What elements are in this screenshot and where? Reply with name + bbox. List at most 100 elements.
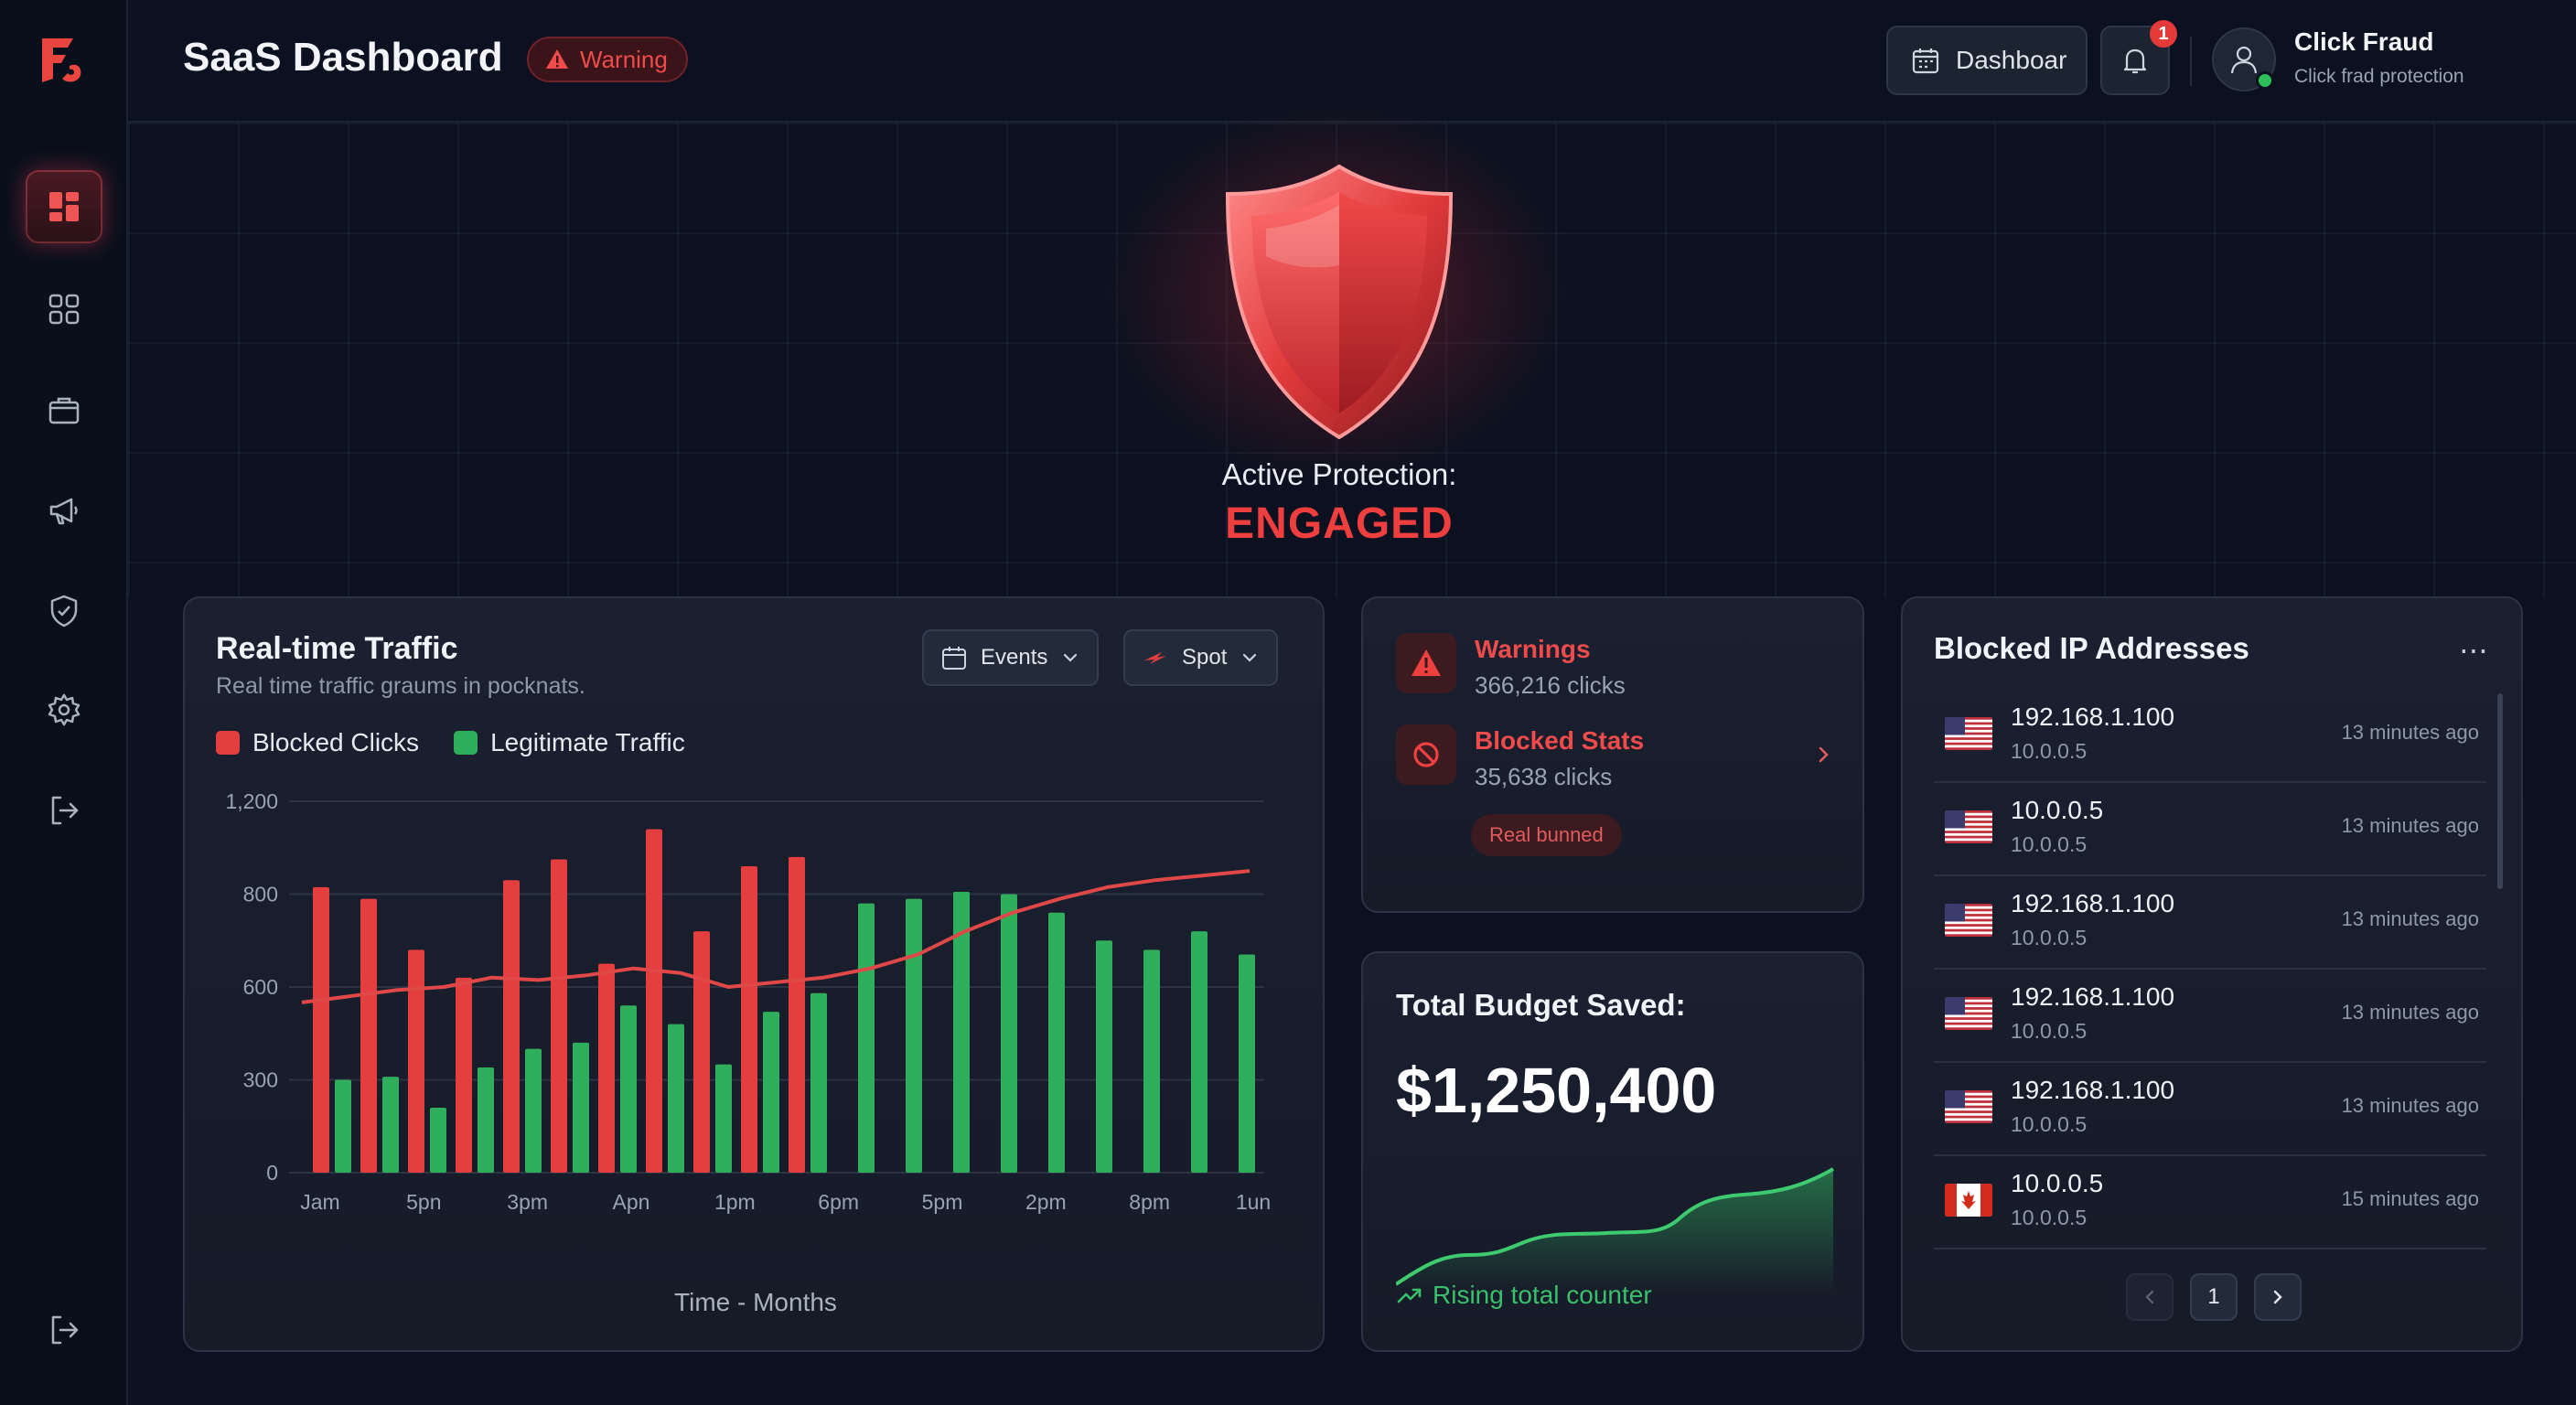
ip-secondary: 10.0.0.5 — [2011, 926, 2088, 949]
more-options-icon[interactable]: ⋯ — [2459, 634, 2490, 667]
sidebar-item-campaigns[interactable] — [26, 373, 102, 446]
ip-secondary: 10.0.0.5 — [2011, 1206, 2088, 1229]
shield-icon — [1225, 164, 1454, 440]
sidebar — [0, 0, 128, 1405]
status-pill: Real bunned — [1471, 814, 1622, 856]
y-tick-label: 600 — [243, 975, 278, 999]
legit-bar — [1048, 912, 1065, 1173]
blocked-stats-row[interactable]: Blocked Stats 35,638 clicks — [1396, 724, 1644, 791]
traffic-bar-chart: 0 300 600 800 1,200 Jam 5pn 3pm Apn 1pm 6pm 5pm 2pm 8… — [225, 789, 1271, 1214]
x-tick-label: 6pm — [818, 1190, 859, 1214]
sidebar-item-marketing[interactable] — [26, 474, 102, 547]
alert-triangle-icon — [1411, 649, 1441, 676]
legit-bar — [335, 1079, 351, 1173]
legit-bar — [1239, 954, 1255, 1173]
y-tick-label: 800 — [243, 883, 278, 906]
user-name: Click Fraud — [2294, 27, 2434, 56]
chevron-right-icon — [2273, 1290, 2282, 1304]
page-title: SaaS Dashboard — [183, 35, 503, 80]
legend-legit-label: Legitimate Traffic — [490, 728, 685, 756]
dashboard-button[interactable]: Dashboar — [1886, 26, 2088, 95]
blocked-bar — [456, 977, 472, 1173]
traffic-title: Real-time Traffic — [216, 631, 458, 666]
x-tick-label: Jam — [300, 1190, 339, 1214]
page-number-button[interactable]: 1 — [2190, 1273, 2238, 1321]
budget-footer: Rising total counter — [1396, 1281, 1652, 1310]
warning-badge[interactable]: Warning — [527, 37, 688, 82]
sidebar-item-apps[interactable] — [26, 273, 102, 346]
ip-timestamp: 13 minutes ago — [2341, 721, 2479, 744]
warnings-value: 366,216 clicks — [1475, 671, 1626, 699]
briefcase-icon — [48, 397, 80, 424]
us-flag-icon — [1945, 997, 1992, 1030]
blocked-bar — [313, 886, 329, 1173]
blocked-bar — [551, 859, 567, 1173]
ip-row[interactable]: 192.168.1.100 10.0.0.5 13 minutes ago — [1934, 690, 2486, 783]
sidebar-item-dashboard[interactable] — [26, 170, 102, 243]
legit-bar — [525, 1048, 542, 1173]
events-select[interactable]: Events — [922, 629, 1100, 686]
blocked-ips-list: 192.168.1.100 10.0.0.5 13 minutes ago 10.0.… — [1934, 690, 2486, 1249]
ip-row[interactable]: 192.168.1.100 10.0.0.5 13 minutes ago — [1934, 876, 2486, 970]
sidebar-item-settings[interactable] — [26, 673, 102, 746]
ip-row[interactable]: 192.168.1.100 10.0.0.5 13 minutes ago — [1934, 1063, 2486, 1156]
ip-secondary: 10.0.0.5 — [2011, 1019, 2088, 1043]
chevron-down-icon — [1243, 653, 1257, 662]
ip-address: 192.168.1.100 — [2011, 702, 2175, 731]
spot-select[interactable]: Spot — [1123, 629, 1279, 686]
legit-bar — [382, 1077, 399, 1173]
legend-blocked-clicks[interactable]: Blocked Clicks — [216, 728, 419, 757]
legit-bar — [478, 1067, 494, 1173]
ip-secondary: 10.0.0.5 — [2011, 739, 2088, 763]
warnings-label: Warnings — [1475, 635, 1591, 663]
legend-swatch-green — [454, 731, 478, 755]
canada-flag-icon — [1945, 1184, 1992, 1217]
legend-blocked-label: Blocked Clicks — [252, 728, 420, 756]
notifications-button[interactable]: 1 — [2100, 20, 2177, 95]
ip-secondary: 10.0.0.5 — [2011, 832, 2088, 856]
y-tick-label: 1,200 — [225, 789, 278, 813]
chart-x-axis-title: Time - Months — [674, 1288, 837, 1316]
notification-count-badge: 1 — [2150, 20, 2177, 48]
chevron-down-icon — [1064, 653, 1078, 662]
ip-address: 192.168.1.100 — [2011, 889, 2175, 917]
sidebar-item-protection[interactable] — [26, 574, 102, 648]
legit-bar — [620, 1005, 637, 1173]
chart-legend: Blocked Clicks Legitimate Traffic — [216, 728, 685, 757]
ip-row[interactable]: 10.0.0.5 10.0.0.5 15 minutes ago — [1934, 1156, 2486, 1249]
ip-address: 192.168.1.100 — [2011, 1076, 2175, 1104]
sidebar-signout-bottom[interactable] — [26, 1293, 102, 1367]
blocked-bar — [646, 829, 662, 1173]
legend-legitimate-traffic[interactable]: Legitimate Traffic — [454, 728, 685, 757]
ip-timestamp: 15 minutes ago — [2341, 1187, 2479, 1210]
legit-bar — [858, 903, 875, 1173]
ip-row[interactable]: 10.0.0.5 10.0.0.5 13 minutes ago — [1934, 783, 2486, 876]
legit-bar — [573, 1042, 589, 1173]
warnings-row: Warnings 366,216 clicks — [1396, 633, 1626, 700]
sidebar-item-logout[interactable] — [26, 774, 102, 847]
y-tick-label: 300 — [243, 1068, 278, 1092]
prev-page-button[interactable] — [2126, 1273, 2174, 1321]
blocked-icon-box — [1396, 724, 1456, 785]
swoosh-icon — [1144, 652, 1166, 664]
y-tick-label: 0 — [266, 1161, 278, 1185]
warning-badge-label: Warning — [580, 45, 668, 73]
blocked-ips-title: Blocked IP Addresses — [1934, 631, 2249, 665]
logout-icon — [51, 1315, 79, 1345]
chevron-right-icon[interactable] — [1811, 743, 1835, 767]
ip-row[interactable]: 192.168.1.100 10.0.0.5 13 minutes ago — [1934, 970, 2486, 1063]
us-flag-icon — [1945, 717, 1992, 750]
blocked-bar — [503, 880, 520, 1173]
legit-bar — [906, 898, 922, 1173]
calendar-icon — [1912, 48, 1939, 74]
next-page-button[interactable] — [2254, 1273, 2302, 1321]
scrollbar[interactable] — [2497, 693, 2503, 889]
avatar[interactable] — [2212, 27, 2276, 91]
x-tick-label: 2pm — [1025, 1190, 1067, 1214]
x-tick-label: 1un — [1236, 1190, 1271, 1214]
user-icon — [2230, 46, 2258, 74]
legend-swatch-red — [216, 731, 240, 755]
calendar-icon — [942, 647, 966, 670]
trend-line — [301, 869, 1250, 1004]
legit-bar — [1001, 894, 1017, 1173]
